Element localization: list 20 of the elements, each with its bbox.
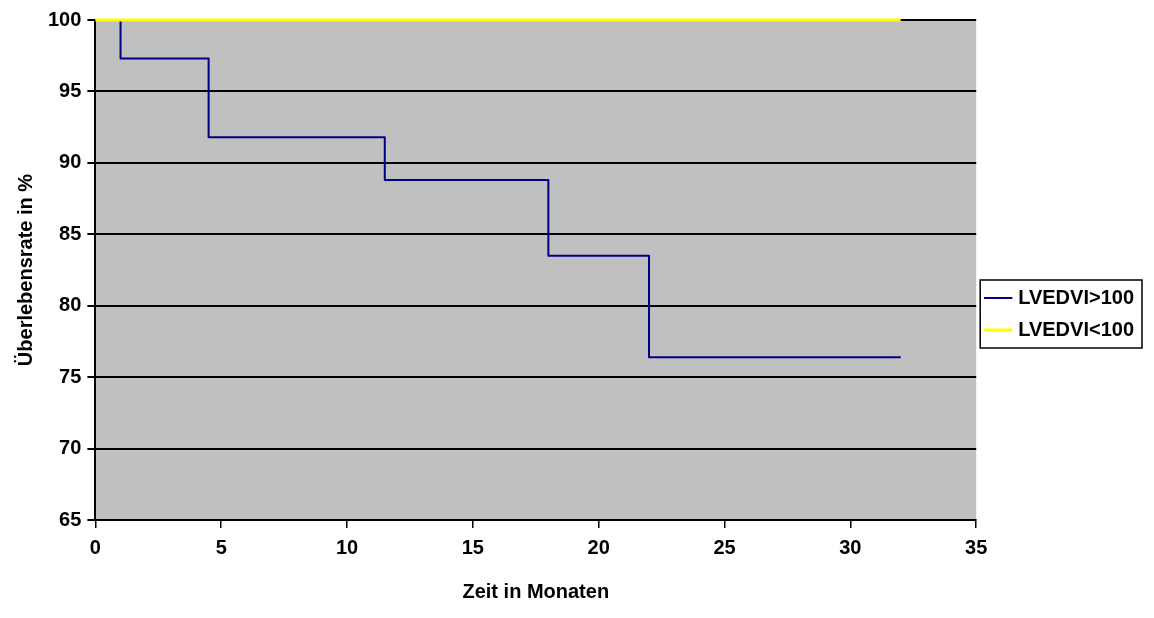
x-tick-label: 10 xyxy=(335,535,359,558)
x-axis-title: Zeit in Monaten xyxy=(462,579,610,602)
x-tick-label: 5 xyxy=(215,535,227,558)
y-tick-label: 80 xyxy=(59,293,82,316)
x-tick-label: 25 xyxy=(713,535,736,558)
x-tick-label: 15 xyxy=(461,535,484,558)
y-axis-title: Überlebensrate in % xyxy=(13,173,36,367)
y-tick-label: 65 xyxy=(59,507,82,530)
y-tick-label: 100 xyxy=(47,7,82,30)
x-tick-label: 20 xyxy=(587,535,610,558)
x-tick-label: 30 xyxy=(839,535,862,558)
y-tick-label: 95 xyxy=(59,78,82,101)
y-tick-label: 85 xyxy=(59,221,82,244)
y-tick-label: 90 xyxy=(59,150,82,173)
y-tick-label: 70 xyxy=(59,436,82,459)
x-tick-label: 0 xyxy=(89,535,101,558)
y-tick-label: 75 xyxy=(59,364,82,387)
legend-label: LVEDVI>100 xyxy=(1018,285,1135,308)
x-tick-label: 35 xyxy=(965,535,988,558)
legend-label: LVEDVI<100 xyxy=(1018,317,1135,340)
